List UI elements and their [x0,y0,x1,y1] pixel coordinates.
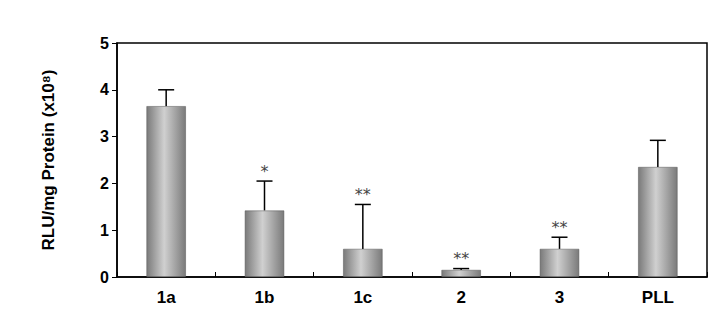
svg-text:1c: 1c [353,288,372,307]
svg-text:1a: 1a [157,288,176,307]
svg-text:**: ** [355,185,371,204]
svg-text:3: 3 [555,288,564,307]
svg-text:4: 4 [100,81,109,98]
svg-text:PLL: PLL [642,288,674,307]
svg-text:*: * [261,162,269,181]
svg-text:**: ** [453,249,469,268]
svg-text:2: 2 [456,288,465,307]
svg-text:1: 1 [100,222,109,239]
svg-text:**: ** [552,218,568,237]
svg-text:1b: 1b [255,288,275,307]
svg-text:5: 5 [100,35,109,52]
svg-text:2: 2 [100,175,109,192]
svg-text:3: 3 [100,128,109,145]
svg-text:RLU/mg Protein (x10⁸): RLU/mg Protein (x10⁸) [39,70,58,251]
svg-text:0: 0 [100,269,109,286]
